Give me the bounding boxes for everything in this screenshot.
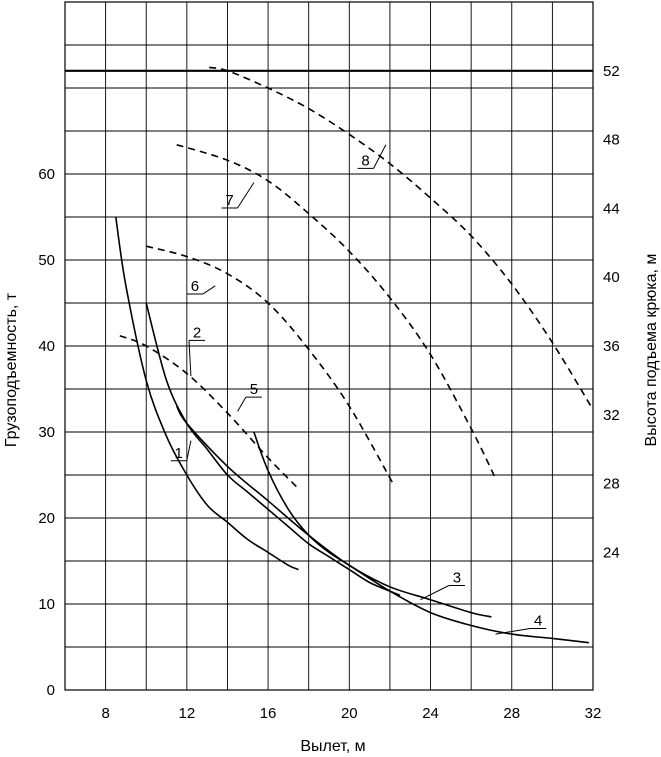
x-tick-label: 28 [503,705,520,722]
y-tick-label: 60 [38,166,55,183]
y2-axis-title: Высота подъема крюка, м [643,254,660,447]
x-tick-label: 24 [422,705,439,722]
y2-tick-label: 24 [603,544,620,561]
curve-1 [115,216,299,571]
curve-3 [175,405,492,618]
curve-label-leader [186,440,192,461]
curve-label-5: 5 [250,381,258,398]
y2-tick-label: 52 [603,63,620,80]
y2-tick-label: 48 [603,132,620,149]
curve-label-leader [202,285,216,295]
curve-label-leader [495,628,531,635]
y2-tick-label: 32 [603,407,620,424]
y-tick-label: 10 [38,596,55,613]
x-tick-label: 32 [585,705,602,722]
y-axis-title: Грузоподъемность, т [3,292,20,447]
y-tick-label: 30 [38,424,55,441]
y-tick-label: 0 [47,682,55,699]
curve-label-3: 3 [453,570,461,587]
curve-label-leader [188,340,192,377]
y-tick-labels: 0 10 20 30 40 50 60 [38,166,55,699]
curve-label-7: 7 [225,192,233,209]
x-tick-label: 16 [260,705,277,722]
curve-label-2: 2 [193,324,201,341]
curve-2 [145,302,401,597]
curve-label-1: 1 [175,445,183,462]
y2-tick-labels: 24 28 32 36 40 44 48 52 [603,63,620,562]
curve-label-6: 6 [191,278,199,295]
curves [115,66,594,644]
curve-label-leader [237,182,255,209]
x-axis-title: Вылет, м [300,738,365,755]
curve-labels: 1 2 3 4 5 6 7 8 [170,144,547,635]
curve-label-leader [420,585,450,601]
y-tick-label: 40 [38,338,55,355]
x-tick-label: 8 [101,705,109,722]
x-tick-labels: 8 12 16 20 24 28 32 [101,705,601,722]
x-tick-label: 12 [179,705,196,722]
y-tick-label: 20 [38,510,55,527]
curve-label-leader [373,144,387,169]
curve-6 [145,245,395,486]
curve-label-leader [237,396,247,412]
x-tick-label: 20 [341,705,358,722]
grid [64,1,594,691]
y2-tick-label: 36 [603,338,620,355]
y2-tick-label: 28 [603,476,620,493]
y2-tick-label: 40 [603,269,620,286]
curve-7 [176,144,497,479]
y-tick-label: 50 [38,252,55,269]
curve-label-4: 4 [534,613,542,630]
curve-8 [209,66,594,411]
curve-4 [253,431,589,644]
y2-tick-label: 44 [603,200,620,217]
curve-5 [119,334,300,490]
curve-label-8: 8 [361,152,369,169]
